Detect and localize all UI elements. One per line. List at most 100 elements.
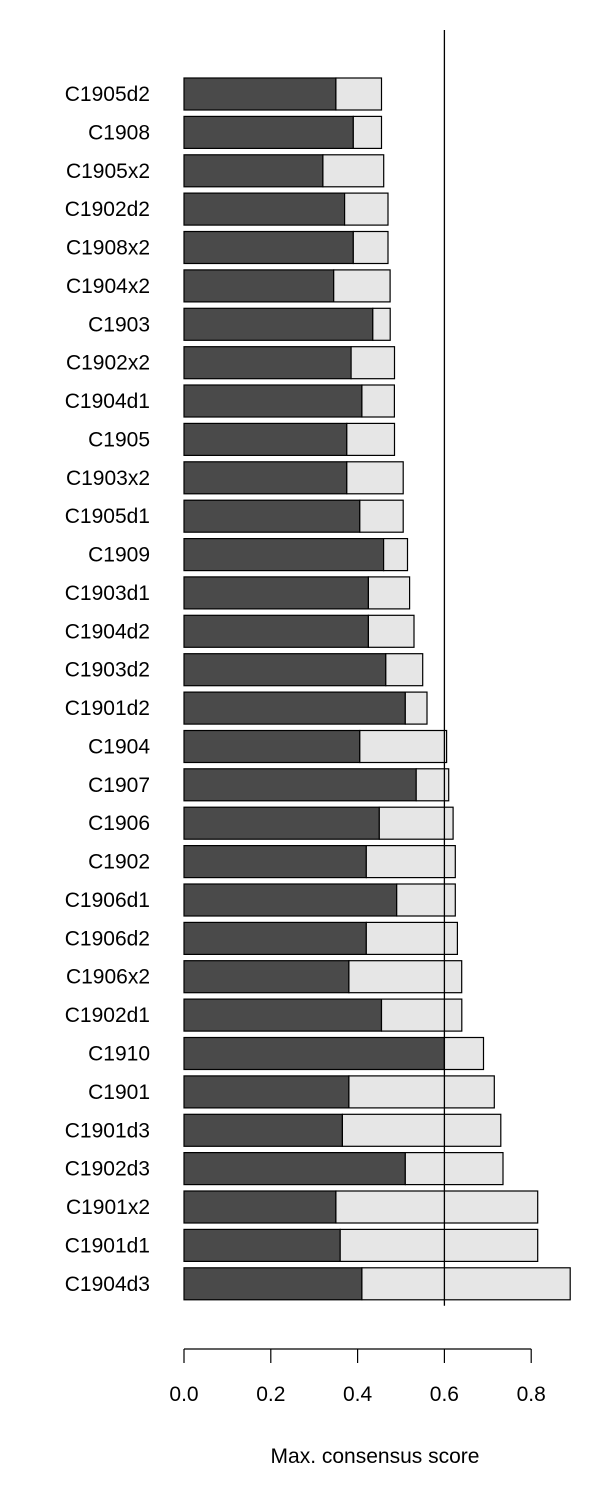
bar-segment-light bbox=[352, 230, 389, 265]
category-label: C1901d2 bbox=[65, 697, 150, 720]
bar-segment-light bbox=[415, 768, 450, 802]
category-label: C1904x2 bbox=[66, 275, 150, 298]
bar-segment-dark bbox=[183, 346, 352, 380]
bar-segment-dark bbox=[183, 1267, 363, 1301]
bar-segment-dark bbox=[183, 1228, 341, 1263]
bar-segment-dark bbox=[183, 307, 374, 341]
bar-segment-light bbox=[365, 844, 456, 879]
category-label: C1905 bbox=[88, 428, 150, 451]
bar-segment-light bbox=[350, 346, 396, 380]
category-label: C1905d2 bbox=[65, 83, 150, 106]
bar-segment-dark bbox=[183, 960, 350, 994]
bar-segment-dark bbox=[183, 576, 369, 610]
bar-segment-dark bbox=[183, 1113, 343, 1147]
bar-segment-light bbox=[383, 537, 409, 572]
x-tick-label: 0.6 bbox=[430, 1383, 459, 1406]
bar-segment-dark bbox=[183, 844, 367, 879]
category-label: C1904d3 bbox=[65, 1273, 150, 1296]
bar-segment-dark bbox=[183, 1075, 350, 1109]
bar-segment-dark bbox=[183, 499, 361, 533]
category-labels: C1905d2 C1908 C1905x2 C1902d2 C1908x2 C1904x2… bbox=[65, 83, 151, 1296]
category-label: C1901d3 bbox=[65, 1119, 150, 1142]
bar-segment-light bbox=[361, 1267, 571, 1301]
bar-segment-light bbox=[359, 499, 404, 533]
category-label: C1901d1 bbox=[65, 1234, 150, 1257]
bar-segment-dark bbox=[183, 154, 324, 188]
bar-segment-light bbox=[344, 192, 389, 226]
bar-segment-light bbox=[346, 422, 396, 456]
category-label: C1903d2 bbox=[65, 659, 150, 682]
bar-segment-dark bbox=[183, 269, 335, 303]
bar-segment-light bbox=[322, 154, 385, 188]
bar-segment-light bbox=[365, 921, 458, 956]
bar-segment-light bbox=[335, 1190, 539, 1224]
bar-segment-light bbox=[361, 384, 395, 418]
bar-segment-dark bbox=[183, 883, 398, 917]
category-label: C1904d2 bbox=[65, 620, 150, 643]
bar-segment-dark bbox=[183, 1190, 337, 1224]
bar-segment-dark bbox=[183, 1151, 406, 1186]
category-label: C1905x2 bbox=[66, 160, 150, 183]
bar-segment-dark bbox=[183, 230, 354, 265]
x-tick-label: 0.4 bbox=[343, 1383, 373, 1406]
bar-segment-light bbox=[380, 998, 463, 1032]
category-label: C1906x2 bbox=[66, 966, 150, 989]
bar-segment-dark bbox=[183, 384, 363, 418]
bar-segment-dark bbox=[183, 768, 417, 802]
category-label: C1902x2 bbox=[66, 352, 150, 375]
bar-segment-light bbox=[335, 77, 383, 111]
category-label: C1906d2 bbox=[65, 927, 150, 950]
bar-segment-light bbox=[348, 1075, 495, 1109]
bar-segment-light bbox=[443, 1036, 485, 1071]
category-label: C1902d3 bbox=[65, 1158, 150, 1181]
x-axis-label: Max. consensus score bbox=[271, 1445, 480, 1468]
category-label: C1902d2 bbox=[65, 198, 150, 221]
bar-segment-light bbox=[339, 1228, 539, 1263]
bar-segment-light bbox=[341, 1113, 502, 1147]
bar-segment-light bbox=[378, 806, 454, 840]
category-label: C1905d1 bbox=[65, 505, 150, 528]
bar-segment-light bbox=[385, 653, 424, 687]
bar-segment-light bbox=[346, 461, 404, 495]
bar-segment-light bbox=[348, 960, 463, 994]
category-label: C1910 bbox=[88, 1043, 150, 1066]
bar-segment-dark bbox=[183, 1036, 445, 1071]
bar-segment-dark bbox=[183, 192, 346, 226]
category-label: C1904d1 bbox=[65, 390, 150, 413]
bar-segment-dark bbox=[183, 729, 361, 764]
x-tick-label: 0.2 bbox=[256, 1383, 285, 1406]
bar-segment-dark bbox=[183, 614, 369, 648]
bar-segment-dark bbox=[183, 422, 348, 456]
bar-segment-dark bbox=[183, 806, 380, 840]
category-label: C1901 bbox=[88, 1081, 150, 1104]
category-label: C1903 bbox=[88, 313, 150, 336]
bar-segment-dark bbox=[183, 653, 387, 687]
bar-segment-dark bbox=[183, 115, 354, 150]
category-label: C1901x2 bbox=[66, 1196, 150, 1219]
bar-segment-dark bbox=[183, 691, 406, 725]
x-tick-label: 0.8 bbox=[517, 1383, 546, 1406]
bar-segment-dark bbox=[183, 998, 383, 1032]
category-label: C1906d1 bbox=[65, 889, 150, 912]
bar-segment-dark bbox=[183, 77, 337, 111]
x-axis: 0.0 0.2 0.4 0.6 0.8 bbox=[169, 1348, 546, 1406]
bar-segment-light bbox=[396, 883, 456, 917]
category-label: C1909 bbox=[88, 544, 150, 567]
category-label: C1902 bbox=[88, 851, 150, 874]
category-label: C1906 bbox=[88, 812, 150, 835]
bar-segment-light bbox=[367, 576, 411, 610]
category-label: C1904 bbox=[88, 736, 150, 759]
x-tick-label: 0.0 bbox=[169, 1383, 198, 1406]
bar-segment-light bbox=[372, 307, 391, 341]
bar-segment-light bbox=[352, 115, 383, 150]
category-label: C1908 bbox=[88, 121, 150, 144]
bar-segment-dark bbox=[183, 461, 348, 495]
category-label: C1908x2 bbox=[66, 237, 150, 260]
bar-segment-light bbox=[359, 729, 448, 764]
category-label: C1902d1 bbox=[65, 1004, 150, 1027]
bar-segment-dark bbox=[183, 537, 385, 572]
bar-segment-dark bbox=[183, 921, 367, 956]
bars-group bbox=[183, 77, 571, 1301]
category-label: C1903x2 bbox=[66, 467, 150, 490]
